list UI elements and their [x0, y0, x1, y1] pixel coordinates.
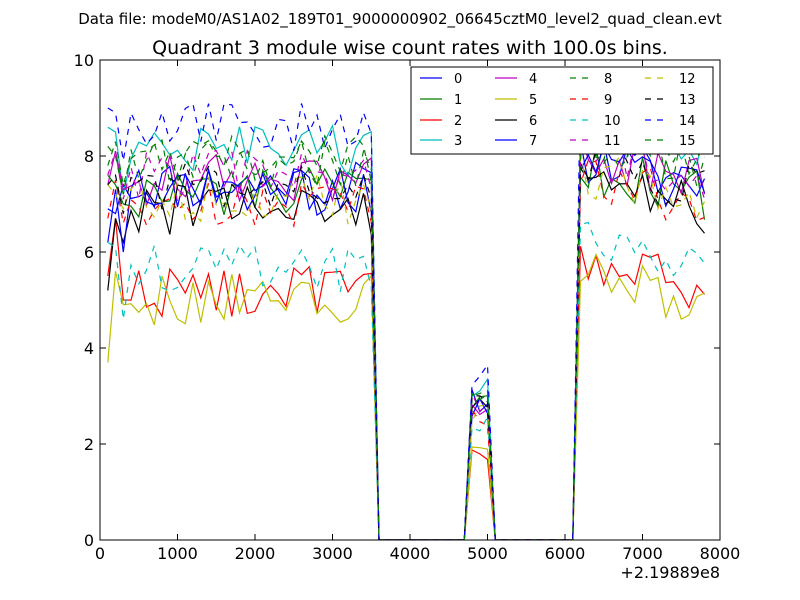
series-line-5: [107, 252, 705, 540]
legend-label-4: 4: [529, 72, 537, 87]
series-line-0: [107, 141, 706, 540]
series-line-12: [107, 151, 706, 540]
x-tick-label: 3000: [312, 544, 353, 563]
legend-label-11: 11: [604, 134, 621, 149]
series-line-6: [107, 163, 705, 540]
legend-label-0: 0: [454, 72, 462, 87]
legend-label-6: 6: [529, 114, 537, 129]
x-tick-label: 4000: [390, 544, 431, 563]
chart-suptitle: Data file: modeM0/AS1A02_189T01_90000009…: [78, 10, 722, 29]
series-line-4: [107, 135, 706, 540]
legend-label-10: 10: [604, 114, 621, 129]
legend-label-5: 5: [529, 93, 537, 108]
series-line-1: [107, 145, 706, 540]
series-line-15: [107, 124, 706, 540]
series-line-9: [107, 159, 705, 540]
series-line-2: [107, 218, 705, 540]
x-tick-label: 7000: [622, 544, 663, 563]
x-tick-label: 8000: [700, 544, 741, 563]
series-line-7: [107, 143, 706, 540]
series-line-11: [107, 121, 706, 540]
y-tick-label: 2: [84, 435, 94, 454]
legend-label-1: 1: [454, 93, 462, 108]
x-tick-label: 0: [95, 544, 105, 563]
y-tick-label: 0: [84, 531, 94, 550]
legend-label-14: 14: [679, 114, 696, 129]
series-line-8: [107, 113, 706, 540]
x-tick-label: 5000: [467, 544, 508, 563]
legend-label-7: 7: [529, 134, 537, 149]
legend-label-13: 13: [679, 93, 696, 108]
legend-label-8: 8: [604, 72, 612, 87]
chart-title: Quadrant 3 module wise count rates with …: [152, 37, 668, 59]
y-tick-label: 6: [84, 243, 94, 262]
legend-label-3: 3: [454, 134, 462, 149]
series-line-13: [107, 144, 705, 540]
x-tick-label: 1000: [157, 544, 198, 563]
legend-label-2: 2: [454, 114, 462, 129]
legend-label-15: 15: [679, 134, 696, 149]
legend-label-9: 9: [604, 93, 612, 108]
y-tick-label: 10: [74, 51, 94, 70]
x-tick-label: 2000: [235, 544, 276, 563]
series-line-3: [107, 111, 706, 540]
y-tick-label: 8: [84, 147, 94, 166]
y-tick-label: 4: [84, 339, 94, 358]
x-offset-label: +2.19889e8: [620, 563, 720, 582]
legend-label-12: 12: [679, 72, 696, 87]
x-tick-label: 6000: [545, 544, 586, 563]
